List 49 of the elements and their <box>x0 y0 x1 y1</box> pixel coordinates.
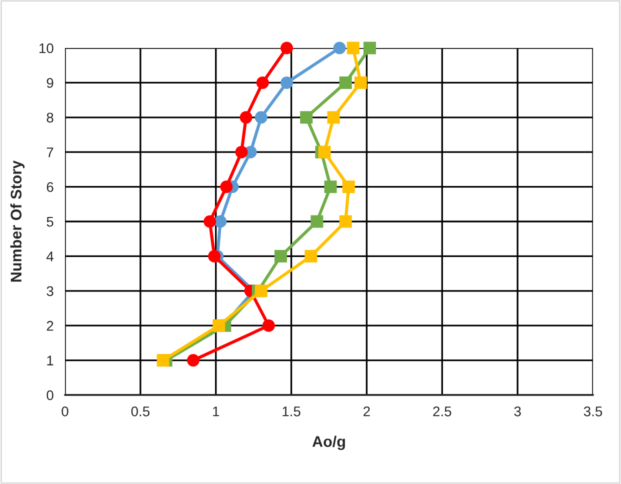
point <box>324 180 337 194</box>
point <box>240 111 252 124</box>
point <box>318 146 331 158</box>
point <box>262 319 275 332</box>
point <box>280 76 294 89</box>
x-tick-label: 3.5 <box>584 406 602 416</box>
point <box>204 215 216 228</box>
x-tick-label: 1.5 <box>282 406 300 416</box>
point <box>304 250 318 262</box>
y-tick-label: 6 <box>46 182 54 192</box>
y-tick-label: 8 <box>46 112 54 123</box>
point <box>346 42 360 54</box>
point <box>342 180 355 194</box>
y-tick-label: 10 <box>40 43 54 54</box>
y-tick-label: 3 <box>46 286 54 296</box>
x-axis-title: Ao/g <box>312 436 345 450</box>
y-tick-label: 0 <box>46 390 54 400</box>
point <box>310 215 324 228</box>
y-tick-label: 1 <box>47 356 54 366</box>
x-tick-label: 3 <box>514 406 521 416</box>
point <box>254 284 268 298</box>
point <box>354 76 367 89</box>
point <box>235 146 248 158</box>
point <box>208 250 221 262</box>
y-axis-title: Number Of Story <box>10 160 25 282</box>
x-tick-label: 1 <box>213 406 220 416</box>
point <box>256 76 269 89</box>
point <box>333 42 346 54</box>
point <box>339 215 352 228</box>
y-tick-label: 9 <box>46 78 54 88</box>
y-tick-label: 5 <box>46 216 54 227</box>
y-tick-label: 4 <box>46 252 54 262</box>
y-tick-label: 2 <box>46 320 54 331</box>
point <box>327 111 340 124</box>
x-tick-label: 2 <box>364 406 370 416</box>
point <box>220 180 233 194</box>
x-tick-label: 0.5 <box>131 406 150 416</box>
x-tick-label: 0 <box>62 406 68 416</box>
point <box>339 76 352 89</box>
point <box>274 250 287 262</box>
point <box>214 215 227 228</box>
point <box>300 111 313 124</box>
point <box>280 42 294 54</box>
point <box>212 319 226 332</box>
x-tick-label: 2.5 <box>433 406 452 416</box>
y-tick-label: 7 <box>46 148 54 158</box>
point <box>363 42 376 54</box>
point <box>186 354 200 367</box>
point <box>254 111 268 124</box>
